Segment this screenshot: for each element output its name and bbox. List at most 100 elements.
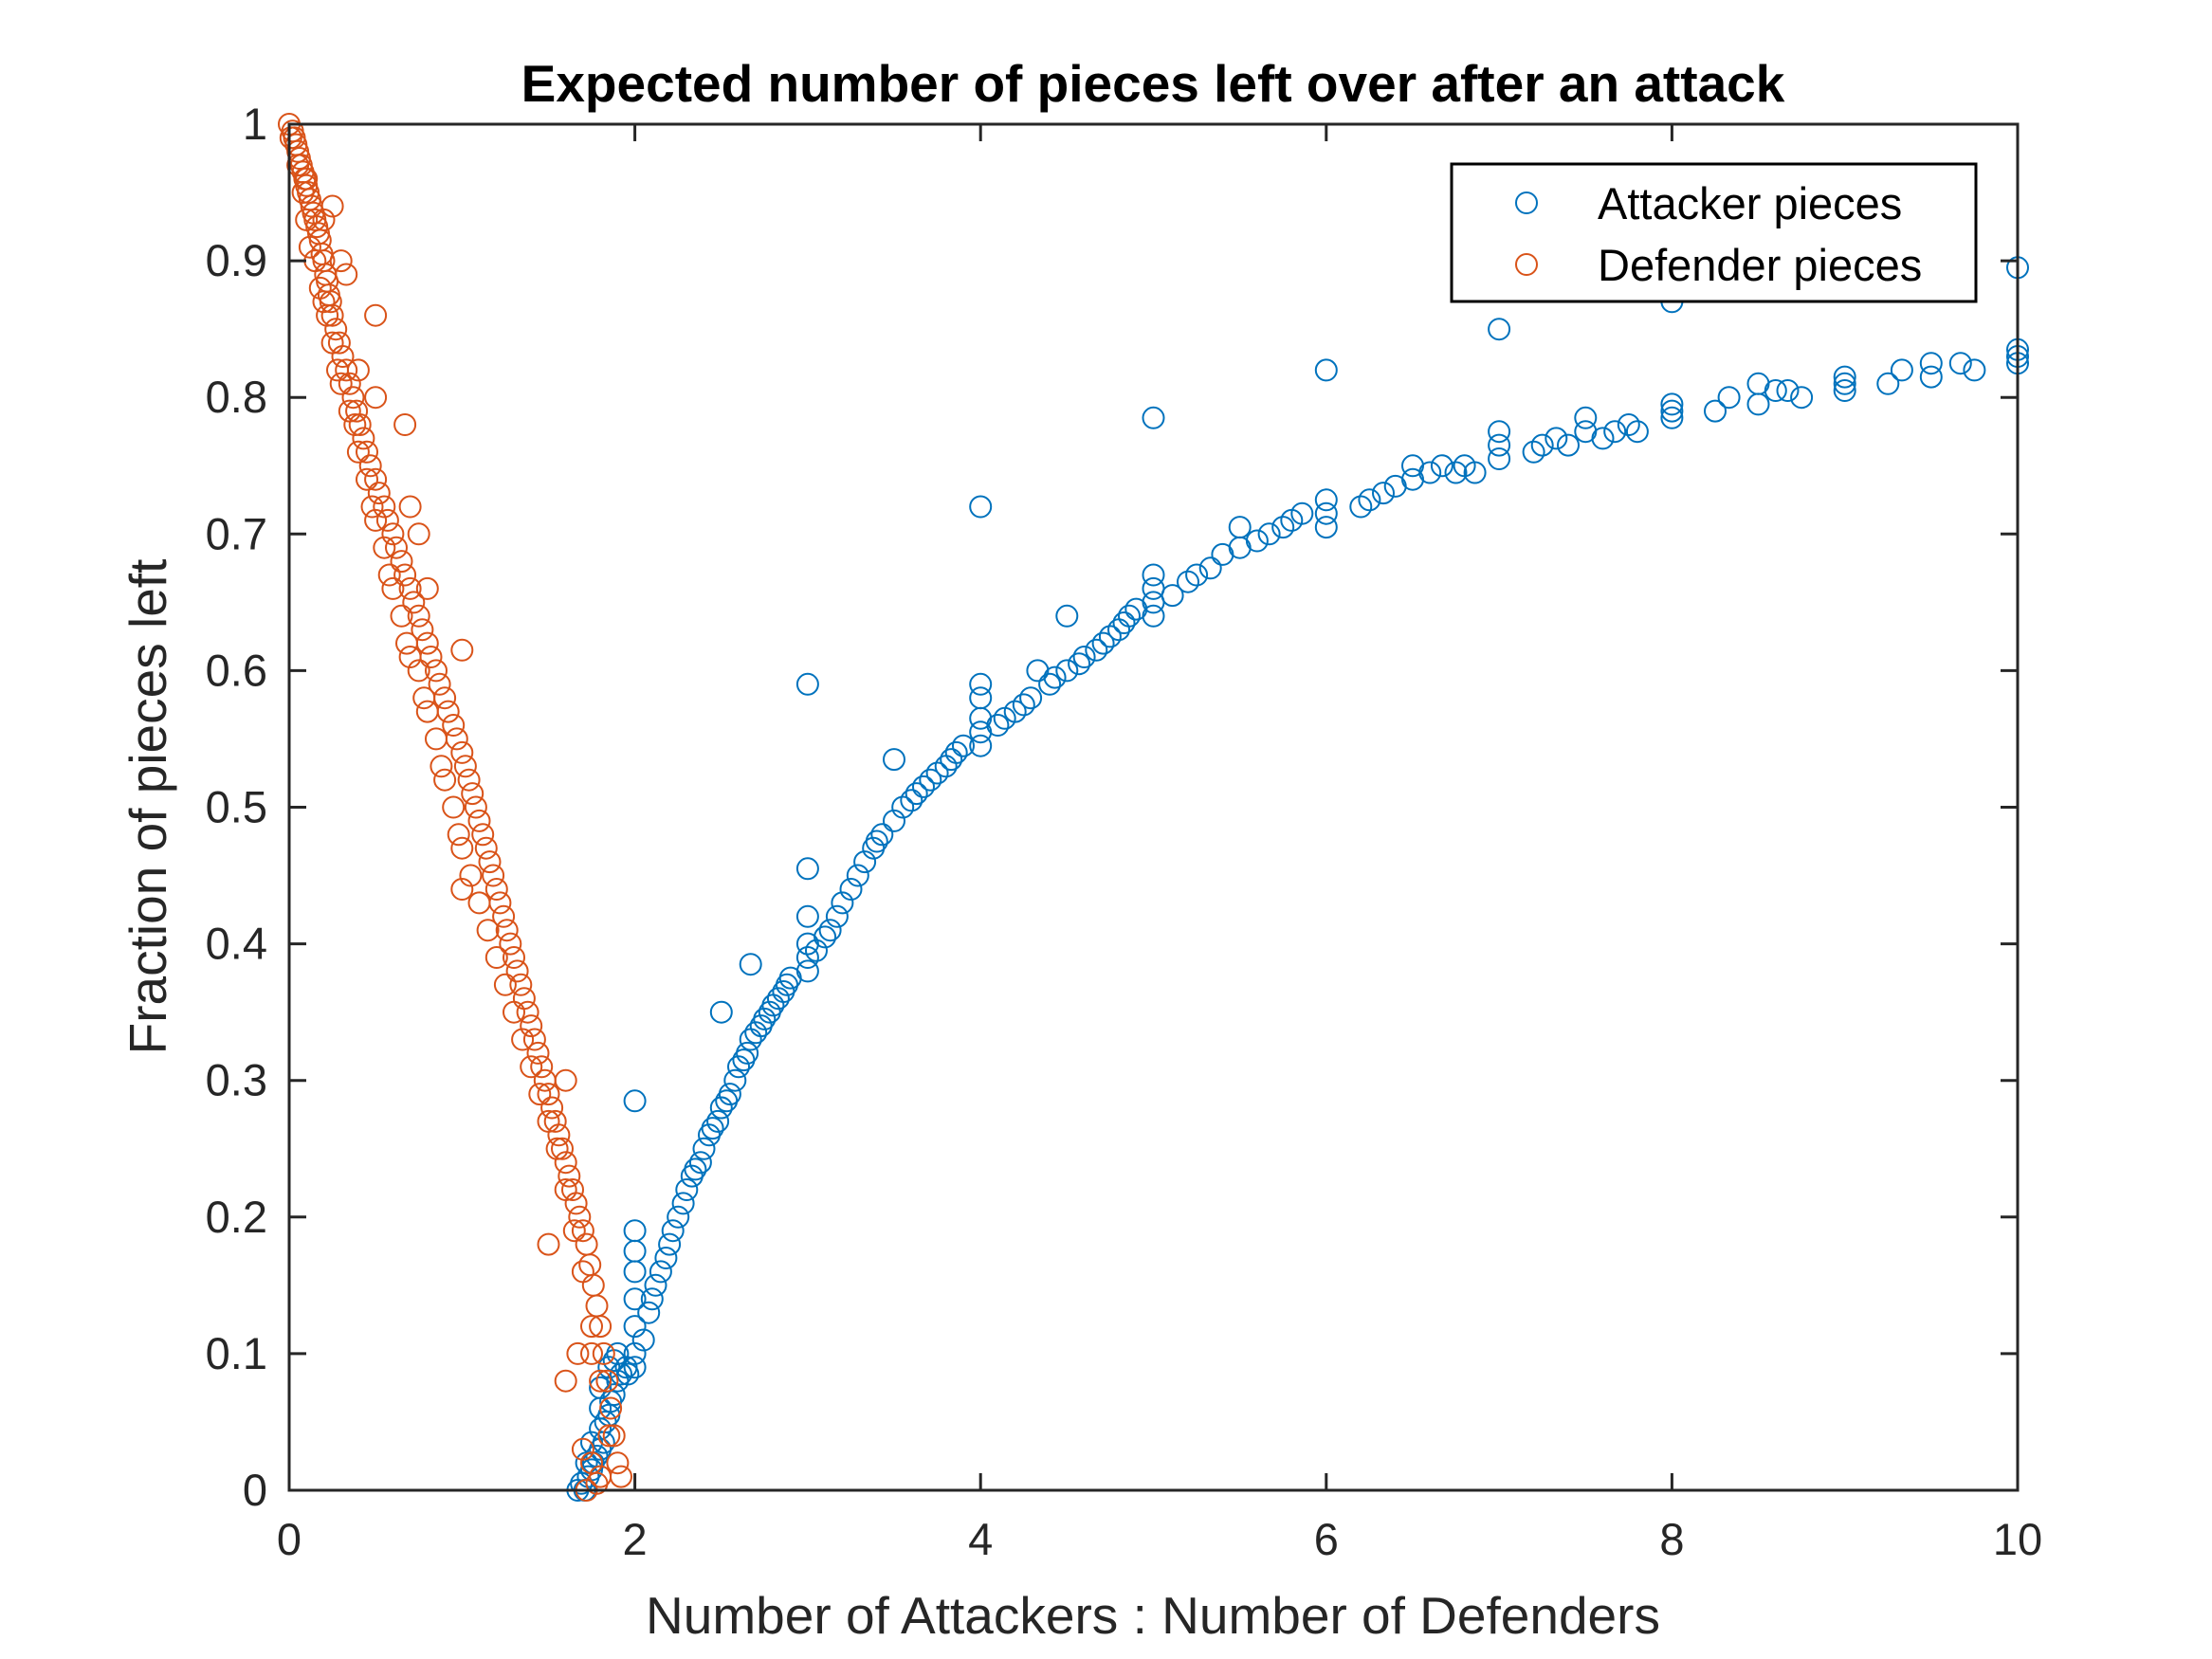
data-point	[1055, 604, 1079, 628]
data-point	[503, 1000, 525, 1024]
data-point	[453, 755, 477, 778]
data-point	[1660, 406, 1684, 429]
data-point	[385, 536, 408, 559]
x-tick-label: 10	[1993, 1514, 2042, 1564]
data-point	[637, 1301, 661, 1324]
data-point	[1314, 501, 1338, 525]
data-point	[1290, 501, 1314, 525]
data-point	[1118, 604, 1141, 628]
data-point	[805, 939, 828, 962]
data-point	[516, 1000, 539, 1024]
data-point	[1085, 638, 1108, 662]
legend-label-attacker: Attacker pieces	[1598, 178, 1902, 228]
x-axis-label: Number of Attackers : Number of Defender…	[646, 1586, 1660, 1645]
data-point	[484, 878, 508, 901]
data-point	[736, 1041, 759, 1065]
data-point	[1488, 420, 1511, 444]
chart-title: Expected number of pieces left over afte…	[521, 54, 1785, 113]
data-point	[1003, 700, 1027, 723]
data-point	[407, 522, 430, 546]
data-point	[900, 789, 923, 812]
data-point	[846, 864, 869, 887]
data-point	[1545, 427, 1568, 450]
data-point	[1463, 461, 1487, 484]
data-point	[602, 1424, 626, 1448]
data-point	[727, 1055, 750, 1079]
y-tick-label: 0.8	[206, 372, 267, 422]
data-point	[969, 686, 993, 710]
data-point	[450, 638, 474, 662]
data-point	[298, 235, 321, 259]
data-point	[373, 495, 396, 519]
data-point	[595, 1369, 619, 1393]
y-tick-label: 0.2	[206, 1192, 267, 1242]
data-point	[511, 1028, 535, 1051]
data-point	[407, 604, 430, 628]
data-point	[589, 1315, 612, 1339]
data-point	[969, 672, 993, 696]
data-point	[853, 850, 877, 874]
data-point	[606, 1451, 630, 1475]
data-point	[1625, 420, 1649, 444]
data-point	[631, 1328, 655, 1352]
data-point	[688, 1151, 712, 1175]
data-point	[592, 1341, 615, 1365]
legend-box	[1450, 162, 1978, 303]
data-point	[766, 987, 790, 1011]
data-point	[308, 276, 332, 300]
legend-marker-attacker	[1515, 191, 1538, 214]
data-point	[795, 857, 819, 881]
data-point	[1314, 488, 1338, 512]
y-tick-label: 0.6	[206, 645, 267, 695]
data-point	[430, 755, 453, 778]
data-point	[580, 1341, 603, 1365]
data-point	[1358, 488, 1381, 512]
data-point	[1557, 433, 1580, 457]
data-point	[476, 919, 500, 942]
data-point	[1012, 693, 1035, 717]
data-point	[520, 1055, 543, 1079]
data-point	[312, 290, 336, 314]
data-point	[1314, 516, 1338, 539]
data-point	[1314, 358, 1338, 382]
data-point	[640, 1287, 664, 1311]
data-point	[969, 734, 993, 757]
data-point	[554, 1068, 577, 1092]
data-point	[464, 795, 487, 819]
data-point	[398, 576, 422, 600]
data-point	[940, 748, 963, 772]
data-point	[925, 761, 949, 785]
data-point	[1876, 372, 1900, 395]
data-point	[795, 672, 819, 696]
data-point	[1098, 625, 1122, 648]
data-point	[623, 1287, 647, 1311]
data-point	[616, 1362, 640, 1386]
data-point	[381, 522, 405, 546]
data-point	[450, 836, 474, 860]
data-point	[540, 1096, 564, 1120]
data-point	[461, 782, 484, 806]
data-point	[537, 1109, 560, 1133]
y-tick-label: 0.7	[206, 508, 267, 558]
data-point	[484, 946, 508, 969]
data-point	[1617, 413, 1640, 436]
x-tick-label: 8	[1659, 1514, 1684, 1564]
data-point	[554, 1151, 577, 1175]
data-point	[709, 1000, 733, 1024]
data-point	[415, 576, 439, 600]
data-point	[377, 563, 401, 587]
data-point	[1530, 433, 1554, 457]
data-point	[839, 878, 863, 901]
data-point	[320, 303, 344, 327]
data-point	[818, 919, 842, 942]
data-point	[442, 795, 466, 819]
x-tick-label: 6	[1314, 1514, 1339, 1564]
data-point	[912, 775, 935, 798]
data-point	[571, 1260, 594, 1284]
data-point	[375, 508, 399, 532]
data-point	[295, 208, 319, 231]
data-point	[356, 440, 378, 464]
data-point	[795, 904, 819, 928]
data-point	[1055, 659, 1079, 683]
data-point	[364, 508, 388, 532]
